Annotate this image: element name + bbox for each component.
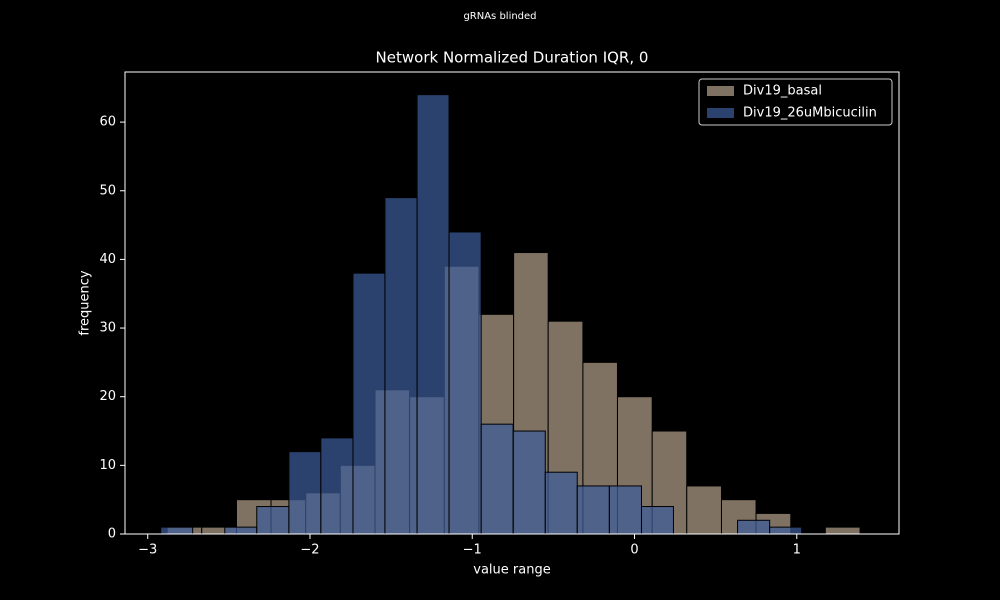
histogram-bar	[640, 506, 674, 535]
histogram-bar	[288, 451, 322, 535]
histogram-bar	[448, 231, 482, 535]
histogram-bar	[686, 485, 722, 535]
histogram-bar	[352, 272, 386, 535]
histogram-bar	[544, 471, 578, 535]
histogram-bar	[576, 485, 610, 535]
suptitle: gRNAs blinded	[463, 11, 536, 22]
x-tick-label: 1	[793, 543, 801, 558]
histogram-bar	[608, 485, 642, 535]
y-tick-label: 40	[99, 252, 116, 267]
y-tick-label: 20	[99, 389, 116, 404]
plot-frame	[124, 71, 900, 535]
histogram-bar	[224, 526, 258, 535]
y-tick-label: 30	[99, 321, 116, 336]
legend-box	[698, 78, 893, 126]
histogram-bar	[769, 526, 803, 535]
x-tick-label: 0	[630, 543, 638, 558]
x-tick-label: −2	[300, 543, 319, 558]
legend-label: Div19_26uMbicucilin	[743, 106, 877, 121]
y-tick-label: 10	[99, 458, 116, 473]
x-tick-label: −3	[138, 543, 157, 558]
x-tick-label: −1	[463, 543, 482, 558]
y-tick-label: 50	[99, 183, 116, 198]
histogram-bar	[480, 423, 514, 535]
histogram-bar	[320, 437, 354, 535]
x-axis-label: value range	[473, 563, 550, 578]
y-tick-label: 60	[99, 115, 116, 130]
histogram-bar	[824, 526, 861, 535]
y-axis-label: frequency	[78, 270, 93, 336]
histogram-bar	[512, 430, 546, 535]
chart-title: Network Normalized Duration IQR, 0	[376, 49, 649, 67]
histogram-bar	[160, 526, 194, 535]
legend-swatch	[707, 86, 734, 96]
histogram-bar	[737, 519, 771, 535]
histogram-bar	[416, 94, 450, 535]
legend-label: Div19_basal	[743, 84, 822, 99]
legend-swatch	[707, 108, 734, 118]
y-tick-label: 0	[108, 527, 116, 542]
histogram-bar	[384, 197, 418, 535]
histogram-bar	[256, 506, 290, 535]
